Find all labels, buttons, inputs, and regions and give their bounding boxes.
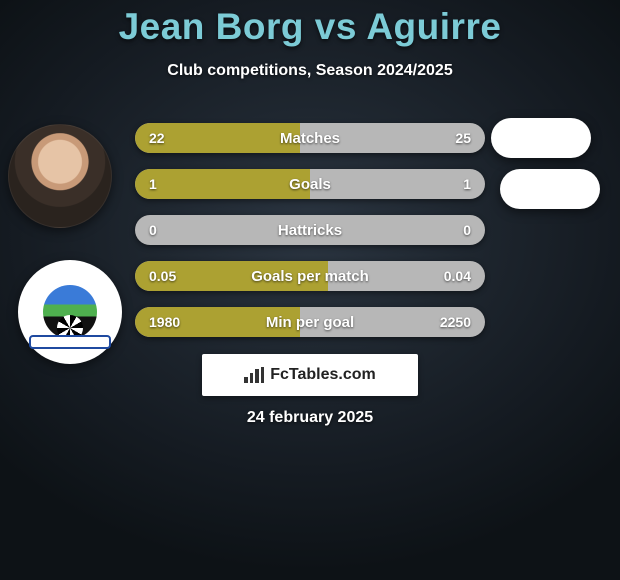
branding: FcTables.com (202, 354, 418, 396)
stat-value-right: 2250 (440, 307, 471, 337)
infographic: Jean Borg vs Aguirre Club competitions, … (0, 0, 620, 580)
player-left-club-badge (18, 260, 122, 364)
stat-label: Hattricks (135, 215, 485, 245)
club-badge-icon (35, 277, 105, 347)
stat-label: Min per goal (135, 307, 485, 337)
stat-row: 22Matches25 (135, 123, 485, 153)
stat-row: 1Goals1 (135, 169, 485, 199)
stat-row: 0Hattricks0 (135, 215, 485, 245)
chart-icon (244, 367, 264, 383)
stat-label: Goals (135, 169, 485, 199)
stat-value-right: 25 (455, 123, 471, 153)
stat-value-right: 0 (463, 215, 471, 245)
player-right-photo (491, 118, 591, 158)
stat-value-right: 1 (463, 169, 471, 199)
stat-label: Matches (135, 123, 485, 153)
stat-label: Goals per match (135, 261, 485, 291)
stat-value-right: 0.04 (444, 261, 471, 291)
player-right-club-badge (500, 169, 600, 209)
player-left-photo (8, 124, 112, 228)
stat-row: 1980Min per goal2250 (135, 307, 485, 337)
subtitle: Club competitions, Season 2024/2025 (0, 62, 620, 80)
stat-row: 0.05Goals per match0.04 (135, 261, 485, 291)
date: 24 february 2025 (0, 409, 620, 427)
page-title: Jean Borg vs Aguirre (0, 6, 620, 48)
branding-text: FcTables.com (270, 366, 376, 384)
